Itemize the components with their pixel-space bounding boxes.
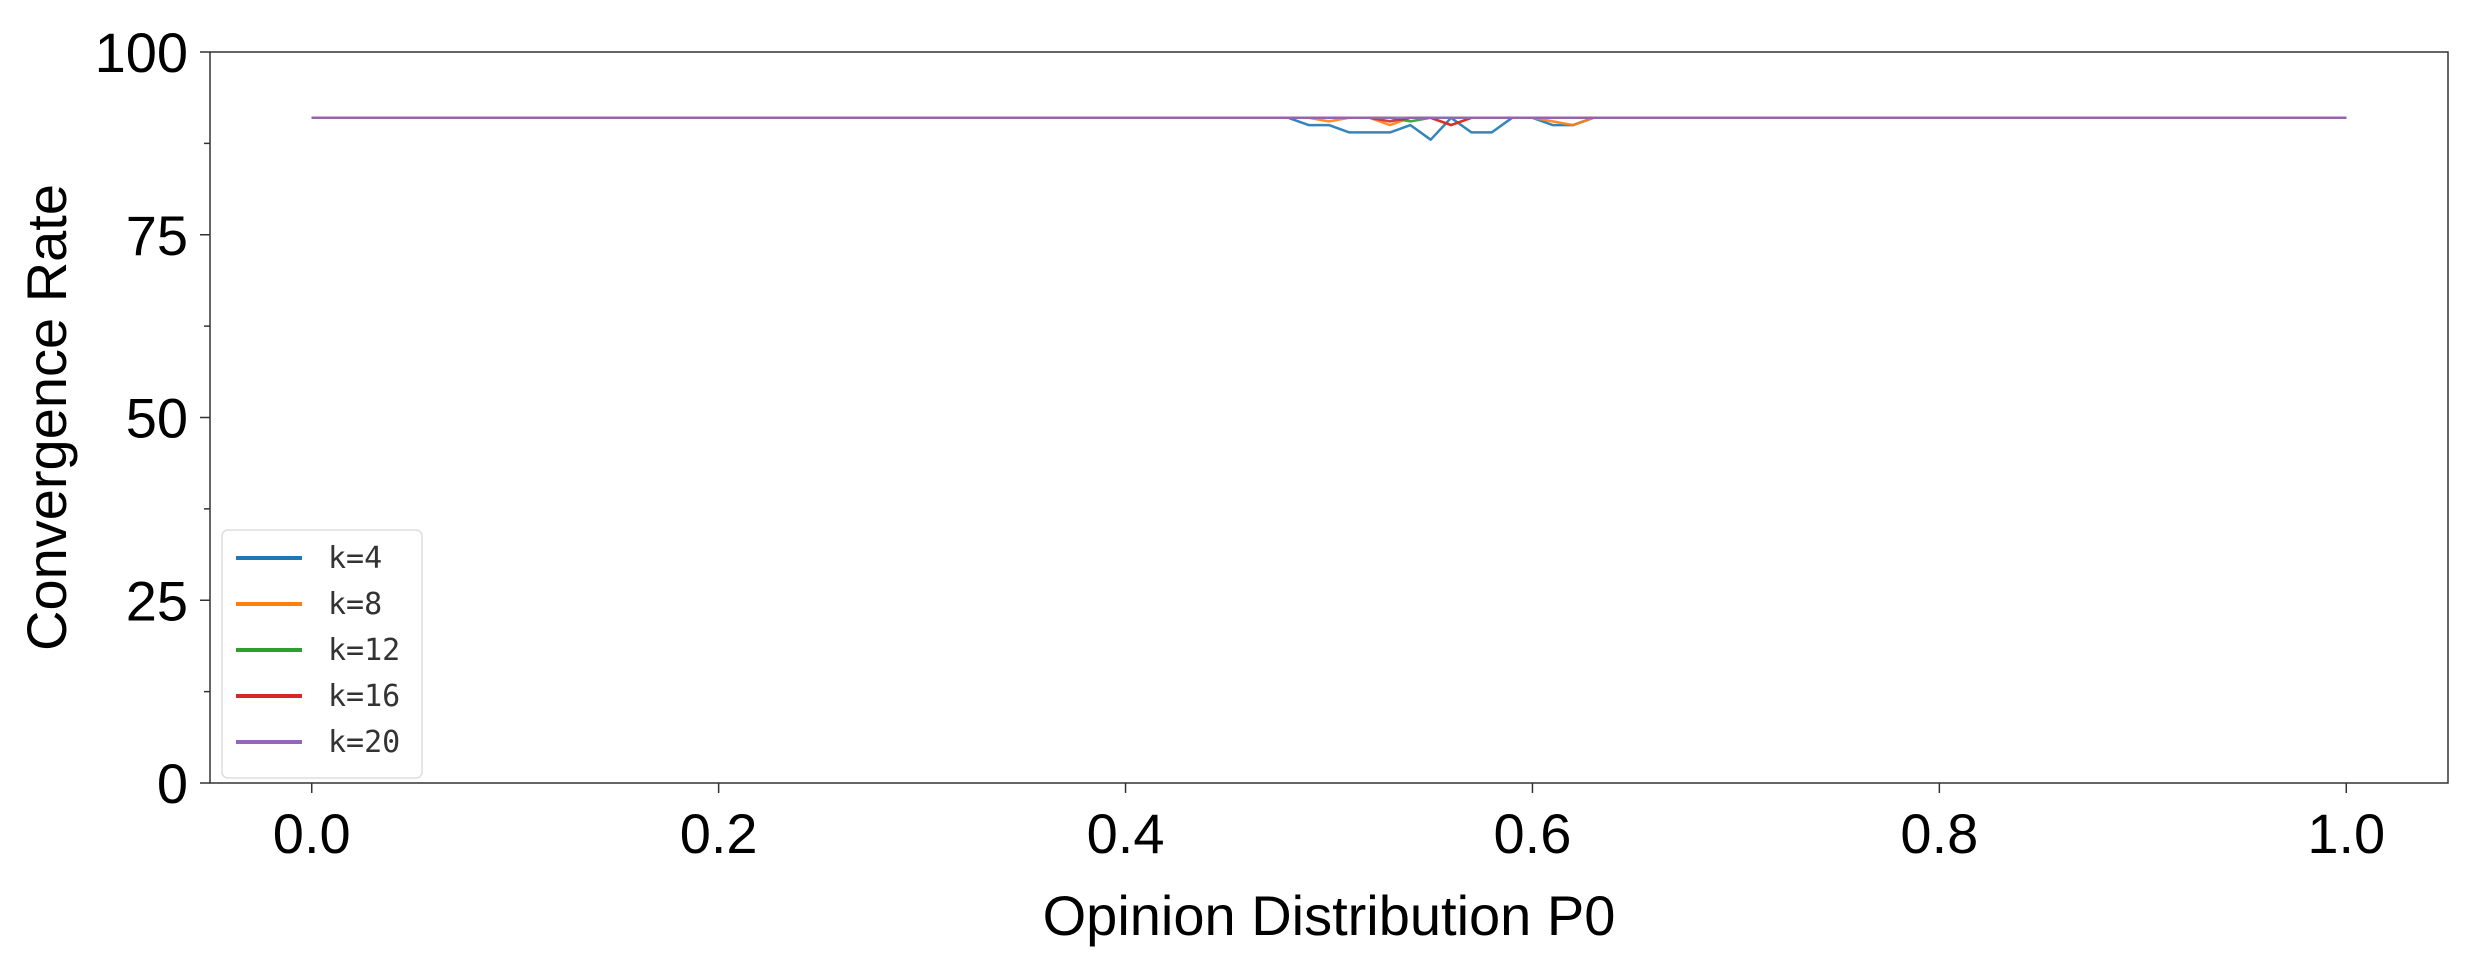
y-tick-label-0: 0 bbox=[157, 752, 188, 815]
y-tick-label-75: 75 bbox=[126, 204, 188, 267]
y-axis-ticks: 0 25 50 75 100 bbox=[95, 21, 210, 815]
legend-label-k=12: k=12 bbox=[328, 633, 400, 668]
y-tick-label-50: 50 bbox=[126, 387, 188, 450]
x-tick-label-1.0: 1.0 bbox=[2307, 802, 2385, 865]
series-line-k=4 bbox=[311, 116, 2347, 141]
legend: k=4 k=8 k=12 k=16 k=20 bbox=[221, 529, 423, 779]
legend-label-k=4: k=4 bbox=[328, 541, 382, 576]
x-tick-label-0.8: 0.8 bbox=[1900, 802, 1978, 865]
x-axis-label: Opinion Distribution P0 bbox=[1043, 884, 1616, 947]
x-tick-label-0.4: 0.4 bbox=[1087, 802, 1165, 865]
legend-label-k=8: k=8 bbox=[328, 587, 382, 622]
legend-box bbox=[221, 529, 423, 779]
plot-area bbox=[210, 52, 2448, 783]
legend-label-k=16: k=16 bbox=[328, 679, 400, 714]
y-tick-label-100: 100 bbox=[95, 21, 188, 84]
series-layer bbox=[311, 116, 2347, 141]
y-tick-label-25: 25 bbox=[126, 569, 188, 632]
x-tick-label-0.0: 0.0 bbox=[273, 802, 351, 865]
x-tick-label-0.6: 0.6 bbox=[1494, 802, 1572, 865]
plot-background bbox=[210, 52, 2448, 783]
y-axis-label: Convergence Rate bbox=[15, 184, 78, 651]
x-axis-ticks: 0.0 0.2 0.4 0.6 0.8 1.0 bbox=[273, 783, 2385, 865]
x-tick-label-0.2: 0.2 bbox=[680, 802, 758, 865]
legend-label-k=20: k=20 bbox=[328, 725, 400, 760]
